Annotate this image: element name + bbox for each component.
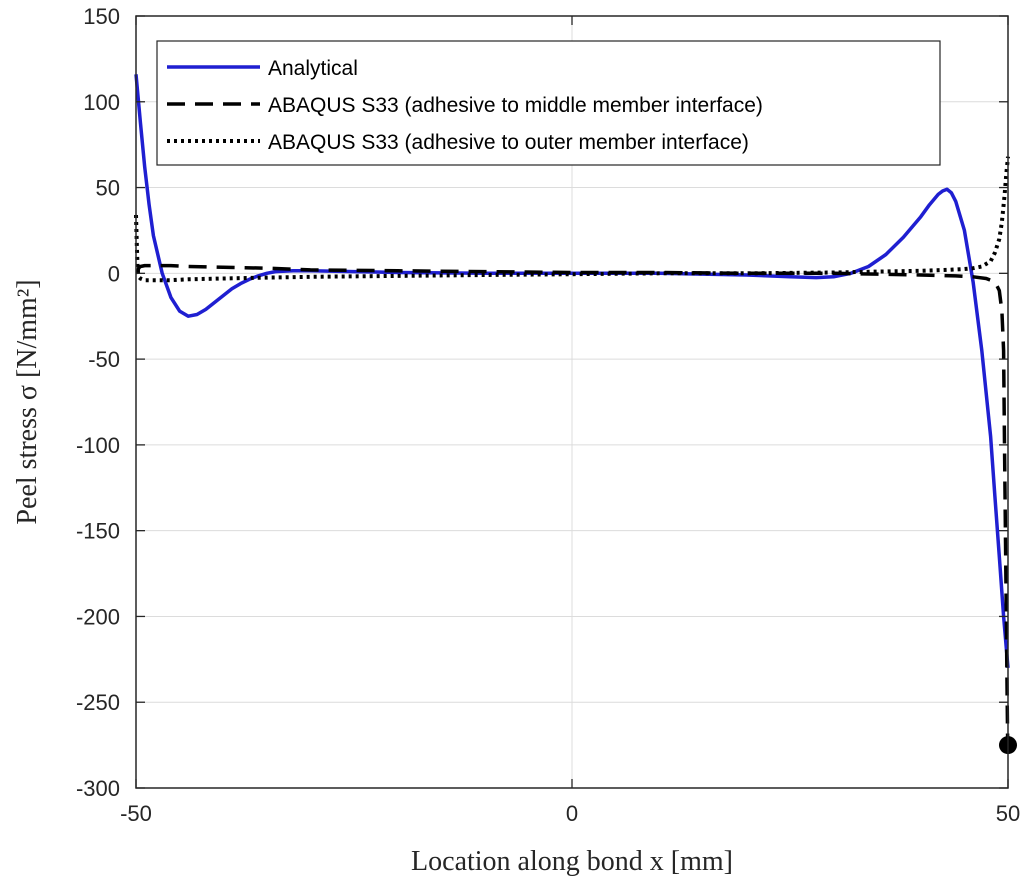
x-axis-label: Location along bond x [mm] xyxy=(411,846,733,877)
y-tick-label: 150 xyxy=(83,4,120,29)
x-tick-label: -50 xyxy=(120,801,152,826)
y-tick-label: -150 xyxy=(76,519,120,544)
legend-entry-analytical: Analytical xyxy=(268,57,358,80)
y-tick-label: 0 xyxy=(108,261,120,286)
legend: Analytical ABAQUS S33 (adhesive to middl… xyxy=(156,40,941,166)
legend-entry-middle-interface: ABAQUS S33 (adhesive to middle member in… xyxy=(268,94,763,117)
tick-labels: -50 0 50 150 100 50 0 -50 -100 -150 -200 -250 -300 xyxy=(76,4,1020,826)
series-outer-interface-line xyxy=(134,156,1010,283)
ticks xyxy=(135,15,1009,789)
x-tick-label: 0 xyxy=(566,801,578,826)
y-tick-label: -250 xyxy=(76,690,120,715)
y-tick-label: -50 xyxy=(88,347,120,372)
legend-entry-outer-interface: ABAQUS S33 (adhesive to outer member int… xyxy=(268,131,749,154)
series-group xyxy=(134,74,1017,755)
x-tick-label: 50 xyxy=(996,801,1020,826)
y-axis-label: Peel stress σ [N/mm²] xyxy=(12,279,43,524)
legend-box xyxy=(156,40,941,166)
y-tick-label: 100 xyxy=(83,90,120,115)
y-tick-label: -100 xyxy=(76,433,120,458)
legend-samples xyxy=(167,65,260,143)
y-tick-label: -300 xyxy=(76,776,120,801)
y-tick-label: 50 xyxy=(96,176,120,201)
y-tick-label: -200 xyxy=(76,604,120,629)
series-analytical-line xyxy=(134,74,1010,669)
